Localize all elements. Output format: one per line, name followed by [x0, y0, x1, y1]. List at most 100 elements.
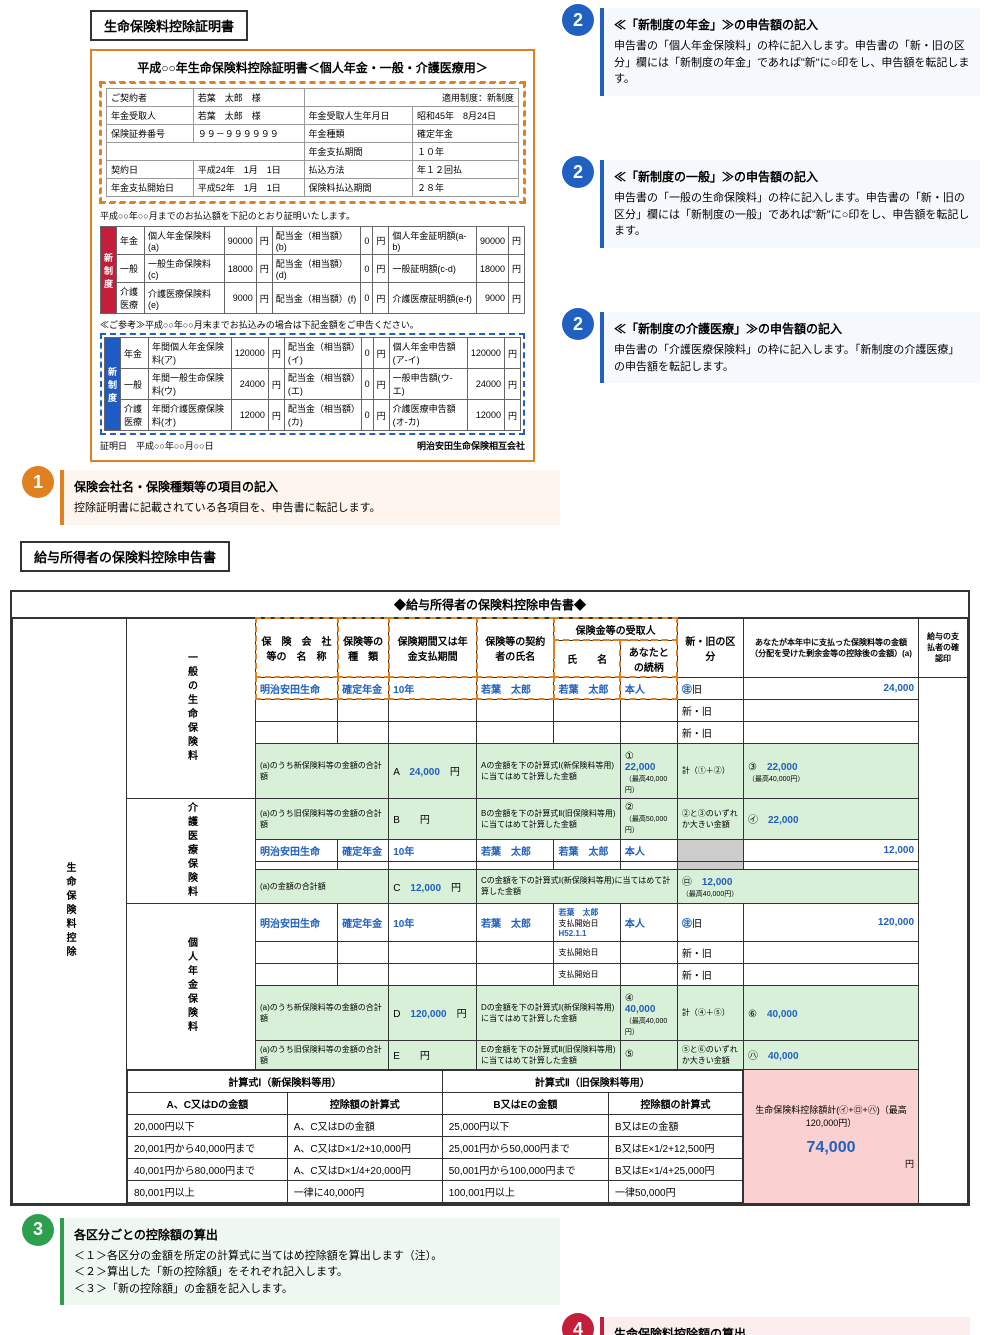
callout-4: 4 生命保険料控除額の算出 ③＜３＞で記入した各区分ごとの控除額の合計額を記入し… [600, 1317, 970, 1335]
cat-nenkin: 年金 [117, 227, 145, 255]
pay-method-label: 払込方法 [304, 161, 412, 179]
r1-v3: 90000 [476, 227, 508, 255]
ippan-amount: 24,000 [743, 677, 918, 699]
callout-2c-body: 申告書の「介護医療保険料」の枠に記入します。「新制度の介護医療」の申告額を転記し… [614, 342, 970, 375]
system-label: 適用制度：新制度 [304, 89, 518, 107]
total-label: 生命保険料控除額計(㋑+㋺+㋩)（最高120,000円） [748, 1103, 914, 1129]
kind-label: 年金種類 [304, 125, 412, 143]
nenkin-kind: 確定年金 [338, 903, 389, 941]
badge-2c: 2 [562, 308, 594, 340]
h5: 氏 名 [554, 640, 620, 677]
nenkin-contractor: 若葉 太郎 [477, 903, 554, 941]
p3-v1: 12000 [231, 400, 268, 431]
calc-c1: A、C又はDの金額 [128, 1092, 288, 1114]
kind: 確定年金 [412, 125, 518, 143]
pay-start: 平成52年 1月 1日 [193, 179, 304, 197]
kaigo-recipient: 若葉 太郎 [554, 839, 620, 862]
cert-title: 平成○○年生命保険料控除証明書＜個人年金・一般・介護医療用＞ [100, 59, 525, 76]
sel56-v: 40,000 [768, 1051, 799, 1062]
r2-l3: 一般証明額(c-d) [389, 255, 477, 283]
calc-c4: 控除額の計算式 [609, 1092, 743, 1114]
kaigo-company: 明治安田生命 [256, 839, 338, 862]
new-system-label2: 新制度 [105, 338, 121, 431]
r2-v1: 18000 [224, 255, 256, 283]
birth-label: 年金受取人生年月日 [304, 107, 412, 125]
p3-l2: 配当金（相当額）(カ) [284, 400, 361, 431]
ippan-kind: 確定年金 [338, 677, 389, 699]
h7: 新・旧の区分 [677, 618, 743, 677]
cert-projection-table: 新制度 年金 年間個人年金保険料(ア)120000円 配当金（相当額）(イ)0円… [104, 337, 521, 431]
nenkin-company: 明治安田生命 [256, 903, 338, 941]
r3-v2: 0 [361, 283, 373, 314]
sel23-v: 22,000 [768, 815, 799, 826]
contract-date-label: 契約日 [107, 161, 194, 179]
callout-3-l2: ＜２＞算出した「新の控除額」をそれぞれ記入します。 [74, 1264, 550, 1281]
p3-l3: 介護医療申告額(オ-カ) [389, 400, 467, 431]
cert-header: ご契約者若葉 太郎 様適用制度：新制度 年金受取人若葉 太郎 様年金受取人生年月… [100, 82, 525, 203]
p2-v3: 24000 [467, 369, 504, 400]
total-box: 生命保険料控除額計(㋑+㋺+㋩)（最高120,000円） 74,000 円 [743, 1069, 918, 1203]
birth: 昭和45年 8月24日 [412, 107, 518, 125]
calc-c-r: 12,000 [702, 877, 733, 888]
r2-l1: 一般生命保険料(c) [145, 255, 225, 283]
cert-date: 証明日 平成○○年○○月○○日 [100, 439, 214, 452]
ippan-relation: 本人 [620, 677, 677, 699]
calc-c2: 控除額の計算式 [287, 1092, 442, 1114]
callout-2-nenkin: 2 ≪「新制度の年金」≫の申告額の記入 申告書の「個人年金保険料」の枠に記入しま… [600, 8, 980, 96]
nenkin-recipient: 若葉 太郎 [558, 908, 598, 917]
p1-v3: 120000 [467, 338, 504, 369]
badge-2a: 2 [562, 4, 594, 36]
ippan-company: 明治安田生命 [256, 677, 338, 699]
p1-l1: 年間個人年金保険料(ア) [149, 338, 232, 369]
p2-l3: 一般申告額(ウ-エ) [389, 369, 467, 400]
cat-ippan: 一般 [117, 255, 145, 283]
calc-b-label: (a)のうち旧保険料等の金額の合計額 [256, 798, 389, 839]
nenkin-period: 10年 [389, 903, 477, 941]
form2-table: 生命保険料控除 一般の生命保険料 保 険 会 社 等の 名 称 保険等の種 類 … [12, 618, 968, 1204]
cat-kaigo: 介護医療 [117, 283, 145, 314]
total-value: 74,000 [748, 1139, 914, 1157]
ippan-period: 10年 [389, 677, 477, 699]
r3-l1: 介護医療保険料(e) [145, 283, 225, 314]
callout-2-ippan: 2 ≪「新制度の一般」≫の申告額の記入 申告書の「一般の生命保険料」の枠に記入し… [600, 160, 980, 248]
blue-box: 新制度 年金 年間個人年金保険料(ア)120000円 配当金（相当額）(イ)0円… [100, 333, 525, 435]
calc-table: 計算式Ⅰ（新保険料等用）計算式Ⅱ（旧保険料等用） A、C又はDの金額控除額の計算… [127, 1070, 743, 1203]
calc-a-r: 22,000 [625, 762, 656, 773]
section1-label: 生命保険料控除証明書 [90, 10, 248, 41]
r2-l2: 配当金（相当額）(d) [272, 255, 361, 283]
h6: あなたとの続柄 [620, 640, 677, 677]
calc-d-desc: Dの金額を下の計算式Ⅰ(新保険料等用)に当てはめて計算した金額 [477, 985, 621, 1040]
badge-2b: 2 [562, 156, 594, 188]
kaigo-amount: 12,000 [743, 839, 918, 862]
h2: 保険等の種 類 [338, 618, 389, 677]
contractor-label: ご契約者 [107, 89, 194, 107]
badge-4: 4 [562, 1313, 594, 1335]
contract-date: 平成24年 1月 1日 [193, 161, 304, 179]
nenkin-shinkyuu: ㊟旧 [677, 903, 743, 941]
callout-2a-body: 申告書の「個人年金保険料」の枠に記入します。申告書の「新・旧の区分」欄には「新制… [614, 38, 970, 88]
p2-v1: 24000 [231, 369, 268, 400]
h1: 保 険 会 社 等の 名 称 [256, 618, 338, 677]
r1-l2: 配当金（相当額）(b) [272, 227, 361, 255]
p2-l2: 配当金（相当額）(エ) [284, 369, 361, 400]
pay-start-label: 年金支払開始日 [107, 179, 194, 197]
kaigo-contractor: 若葉 太郎 [477, 839, 554, 862]
calc-e-label: (a)のうち旧保険料等の金額の合計額 [256, 1040, 389, 1069]
r1-l1: 個人年金保険料(a) [145, 227, 225, 255]
calc-c-desc: Cの金額を下の計算式Ⅰ(新保険料等用)に当てはめて計算した金額 [477, 869, 678, 903]
callout-2a-title: ≪「新制度の年金」≫の申告額の記入 [614, 16, 970, 34]
contractor: 若葉 太郎 様 [193, 89, 304, 107]
calc-c-v: 12,000 [410, 883, 441, 894]
calc-b-desc: Bの金額を下の計算式Ⅱ(旧保険料等用)に当てはめて計算した金額 [477, 798, 621, 839]
r2-v2: 0 [361, 255, 373, 283]
p3-l1: 年間介護医療保険料(オ) [149, 400, 232, 431]
p1-v1: 120000 [231, 338, 268, 369]
kaigo-kind: 確定年金 [338, 839, 389, 862]
calc-h1: 計算式Ⅰ（新保険料等用） [128, 1070, 443, 1092]
form2-title: ◆給与所得者の保険料控除申告書◆ [12, 592, 968, 618]
callout-4-title: 生命保険料控除額の算出 [614, 1325, 960, 1335]
section2-label: 給与所得者の保険料控除申告書 [20, 541, 230, 572]
calc-a-label: (a)のうち新保険料等の金額の合計額 [256, 743, 389, 798]
calc-d-label: (a)のうち新保険料等の金額の合計額 [256, 985, 389, 1040]
callout-2b-title: ≪「新制度の一般」≫の申告額の記入 [614, 168, 970, 186]
